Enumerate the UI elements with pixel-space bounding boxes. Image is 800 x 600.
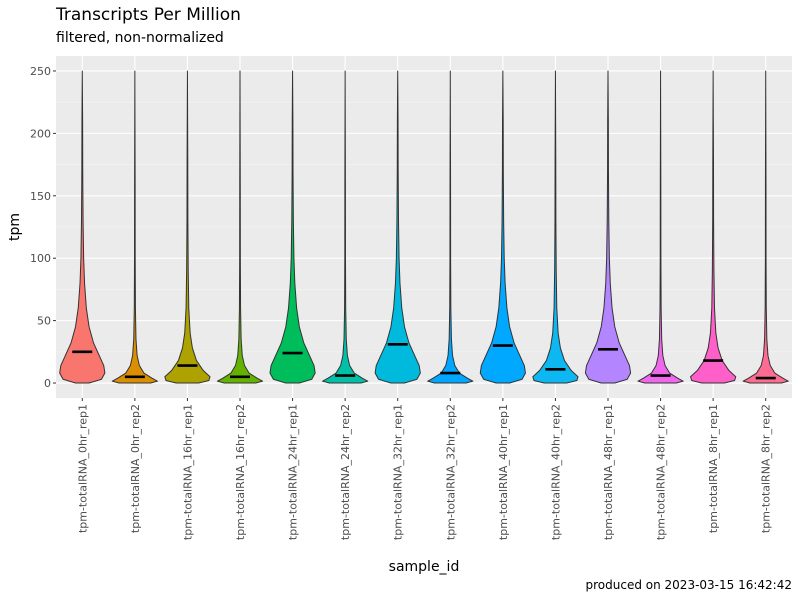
y-tick-label: 150 — [30, 190, 51, 203]
violin — [59, 70, 106, 384]
caption: produced on 2023-03-15 16:42:42 — [585, 578, 792, 592]
violins — [59, 70, 789, 384]
x-tick-label: tpm-totalRNA_40hr_rep2 — [549, 404, 562, 540]
violin — [216, 70, 264, 384]
violin — [532, 70, 579, 384]
x-tick-label: tpm-totalRNA_32hr_rep2 — [444, 404, 457, 540]
y-tick-label: 50 — [37, 315, 51, 328]
x-tick-label: tpm-totalRNA_32hr_rep1 — [392, 404, 405, 540]
y-tick-label: 250 — [30, 65, 51, 78]
chart-title: Transcripts Per Million — [56, 5, 241, 25]
x-tick-label: tpm-totalRNA_0hr_rep2 — [129, 404, 142, 533]
violin — [269, 70, 316, 384]
x-tick-label: tpm-totalRNA_16hr_rep2 — [234, 404, 247, 540]
y-tick-label: 0 — [44, 377, 51, 390]
violin — [374, 70, 421, 384]
x-axis-title: sample_id — [389, 559, 460, 575]
violin — [637, 70, 684, 384]
violin — [427, 70, 474, 384]
x-tick-label: tpm-totalRNA_40hr_rep1 — [497, 404, 510, 540]
x-tick-label: tpm-totalRNA_48hr_rep2 — [655, 404, 668, 540]
violin — [584, 70, 632, 384]
violin — [690, 70, 737, 384]
x-tick-label: tpm-totalRNA_8hr_rep2 — [760, 404, 773, 533]
x-axis: tpm-totalRNA_0hr_rep1 tpm-totalRNA_0hr_re… — [76, 398, 773, 540]
x-tick-label: tpm-totalRNA_16hr_rep1 — [181, 404, 194, 540]
x-tick-label: tpm-totalRNA_8hr_rep1 — [707, 404, 720, 533]
x-tick-label: tpm-totalRNA_48hr_rep1 — [602, 404, 615, 540]
violin — [742, 70, 789, 384]
violin — [111, 70, 158, 384]
y-axis-title: tpm — [7, 213, 23, 241]
violin — [322, 70, 369, 384]
x-tick-label: tpm-totalRNA_24hr_rep1 — [287, 404, 300, 540]
chart-subtitle: filtered, non-normalized — [56, 30, 224, 46]
mean-markers — [72, 343, 776, 380]
x-tick-label: tpm-totalRNA_0hr_rep1 — [76, 404, 89, 533]
y-axis: 0 50 100 150 200 250 — [30, 65, 56, 390]
violin — [164, 70, 211, 384]
y-tick-label: 200 — [30, 127, 51, 140]
y-tick-label: 100 — [30, 252, 51, 265]
violin — [479, 70, 526, 384]
x-tick-label: tpm-totalRNA_24hr_rep2 — [339, 404, 352, 540]
